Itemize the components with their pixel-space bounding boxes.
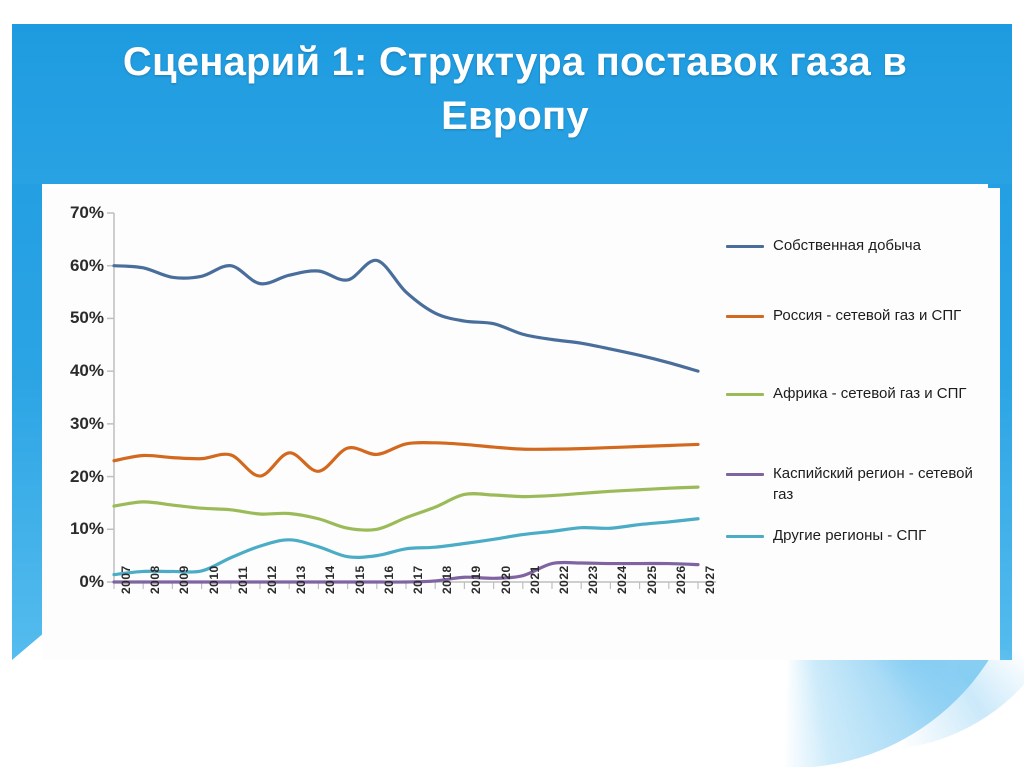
x-tick-label: 2010: [206, 565, 221, 594]
x-tick-label: 2022: [557, 565, 571, 594]
series-line-0: [112, 258, 700, 373]
x-tick-label: 2023: [586, 565, 601, 594]
legend-color-swatch: [726, 473, 764, 476]
legend-item-4[interactable]: Другие регионы - СПГ: [726, 526, 926, 547]
legend-color-swatch: [726, 315, 764, 318]
legend-item-2[interactable]: Африка - сетевой газ и СПГ: [726, 384, 967, 405]
legend-item-label: Каспийский регион - сетевой газ: [773, 465, 973, 503]
series-line-1: [112, 441, 700, 478]
y-tick-label: 40%: [69, 361, 104, 381]
series-line-2: [112, 485, 700, 532]
legend-item-0[interactable]: Собственная добыча: [726, 236, 921, 257]
x-tick-label: 2024: [615, 565, 630, 594]
legend-item-label: Россия - сетевой газ и СПГ: [773, 307, 962, 324]
x-tick-label: 2021: [527, 565, 542, 594]
x-tick-label: 2016: [381, 565, 396, 594]
legend-item-label: Собственная добыча: [773, 237, 921, 254]
x-tick-label: 2009: [177, 565, 192, 594]
x-tick-label: 2014: [323, 565, 338, 594]
line-chart-plot: [107, 212, 716, 589]
legend-color-swatch: [726, 393, 764, 396]
x-tick-label: 2015: [352, 565, 367, 594]
y-tick-label: 50%: [69, 308, 104, 328]
x-tick-label: 2011: [235, 565, 250, 594]
page-title: Сценарий 1: Структура поставок газа в Ев…: [122, 40, 908, 138]
y-tick-label: 60%: [69, 255, 104, 275]
decorative-fan-shape: [556, 650, 1024, 767]
x-tick-label: 2007: [119, 565, 133, 594]
x-tick-label: 2018: [440, 565, 455, 594]
legend-item-label: Другие регионы - СПГ: [773, 527, 927, 544]
x-tick-label: 2019: [469, 565, 484, 594]
y-tick-label: 30%: [69, 413, 104, 433]
legend-color-swatch: [726, 245, 764, 248]
y-tick-label: 10%: [69, 519, 104, 539]
title-banner: [12, 24, 1012, 184]
series-line-3: [112, 560, 700, 584]
fan-arc-inner: [676, 650, 1024, 750]
y-tick-label: 20%: [69, 466, 104, 486]
x-tick-label: 2020: [498, 565, 513, 594]
x-tick-label: 2017: [411, 565, 425, 594]
legend-color-swatch: [726, 535, 764, 538]
x-tick-label: 2013: [294, 565, 309, 594]
legend-item-1[interactable]: Россия - сетевой газ и СПГ: [726, 306, 961, 327]
x-tick-label: 2027: [703, 565, 717, 594]
legend-item-label: Африка - сетевой газ и СПГ: [773, 385, 967, 402]
x-tick-label: 2026: [673, 565, 688, 594]
y-tick-label: 70%: [69, 203, 104, 222]
x-tick-label: 2025: [644, 565, 659, 594]
x-tick-label: 2008: [148, 565, 163, 594]
y-tick-label: 0%: [79, 572, 104, 591]
chart-panel: 0% 10% 20% 30% 40% 50% 60% 70% 2007 2008 2009 2010…: [42, 188, 1000, 660]
x-tick-label: 2012: [265, 565, 279, 594]
fan-arc-outer: [556, 650, 1024, 767]
legend-item-3[interactable]: Каспийский регион - сетевой газ: [726, 464, 985, 505]
series-line-4: [112, 517, 700, 577]
